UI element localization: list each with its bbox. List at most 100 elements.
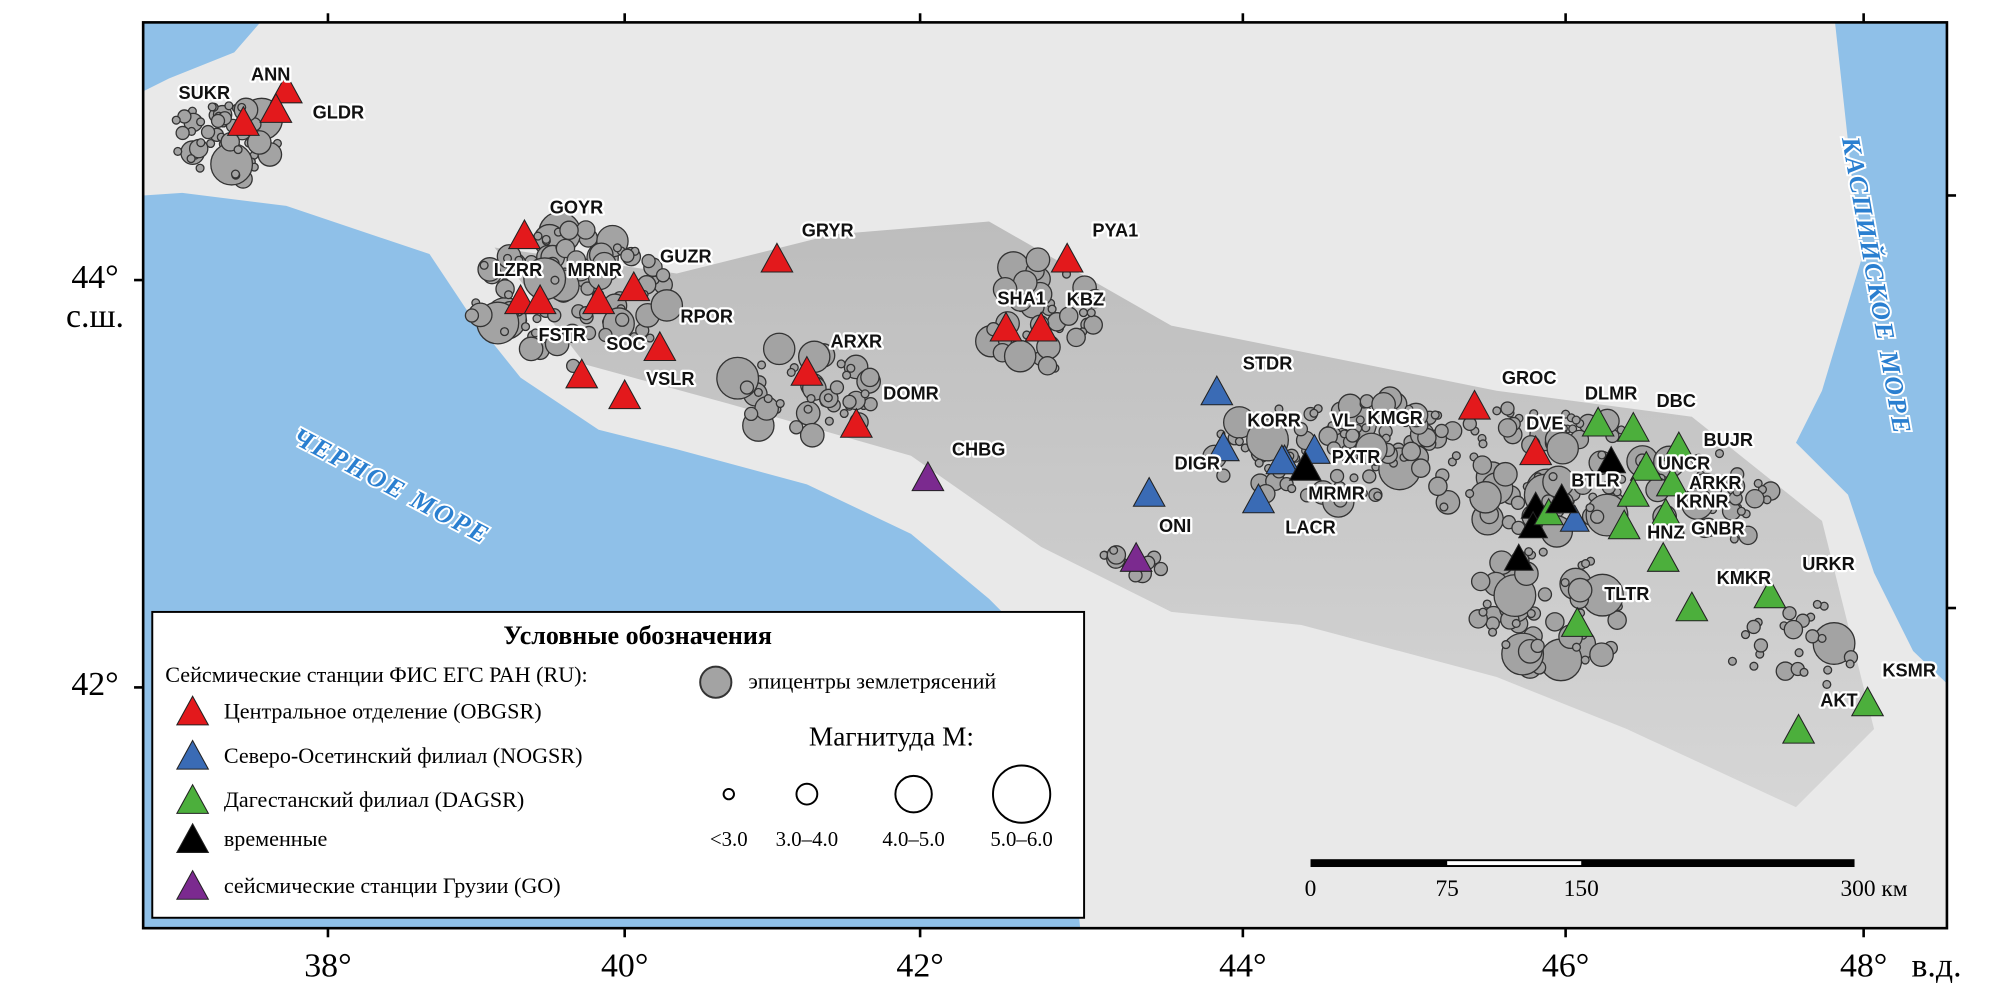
epicenter bbox=[1730, 467, 1745, 482]
station-marker bbox=[1024, 311, 1058, 342]
epicenter bbox=[1399, 410, 1409, 421]
epicenter bbox=[1601, 480, 1617, 495]
epicenter bbox=[620, 248, 635, 263]
epicenter bbox=[1546, 431, 1579, 465]
epicenter bbox=[246, 130, 272, 155]
station-marker bbox=[1662, 430, 1696, 462]
station-marker bbox=[175, 695, 210, 726]
station-marker bbox=[1519, 434, 1553, 466]
epicenter bbox=[846, 363, 856, 373]
station-marker bbox=[1607, 509, 1641, 540]
station-marker bbox=[1119, 541, 1153, 572]
epicenter bbox=[786, 367, 796, 377]
legend-magnitude-label: <3.0 bbox=[710, 827, 748, 851]
epicenter bbox=[1783, 619, 1804, 640]
epicenter bbox=[175, 125, 190, 141]
station-marker bbox=[1200, 375, 1234, 406]
epicenter bbox=[1287, 484, 1297, 494]
stations bbox=[226, 73, 1885, 744]
station-label: MRNR bbox=[567, 260, 622, 280]
station-label: PXTR bbox=[1332, 447, 1381, 467]
epicenter bbox=[1510, 495, 1526, 510]
station-label: KRNR bbox=[1676, 491, 1729, 511]
epicenter bbox=[1345, 428, 1360, 443]
legend-network-label: сейсмические станции Грузии (GO) bbox=[224, 873, 561, 898]
epicenter bbox=[224, 101, 234, 111]
epicenter bbox=[1309, 408, 1319, 418]
epicenter bbox=[612, 243, 622, 253]
epicenter bbox=[1749, 661, 1759, 671]
station-label: PYA1 bbox=[1092, 221, 1138, 241]
epicenter bbox=[1216, 468, 1231, 483]
azov-sea bbox=[143, 22, 261, 92]
station-marker bbox=[1650, 497, 1682, 526]
epicenter bbox=[1714, 448, 1725, 459]
epicenter bbox=[200, 124, 216, 140]
epicenter bbox=[1428, 476, 1448, 497]
epicenter bbox=[1746, 619, 1761, 635]
epicenter bbox=[1358, 488, 1368, 498]
epicenter bbox=[1078, 308, 1089, 318]
station-label: SHA1 bbox=[997, 288, 1046, 308]
epicenter bbox=[186, 154, 196, 164]
station-marker bbox=[760, 242, 794, 273]
station-marker bbox=[790, 355, 824, 386]
epicenter bbox=[520, 322, 531, 332]
station-marker bbox=[1560, 606, 1594, 637]
epicenter bbox=[650, 289, 684, 322]
scale-label: 75 bbox=[1435, 876, 1458, 902]
epicenter bbox=[1439, 502, 1449, 512]
station-marker bbox=[1457, 389, 1492, 420]
legend-magnitude-circle bbox=[894, 774, 933, 814]
epicenter bbox=[233, 145, 243, 155]
epicenter bbox=[1738, 525, 1758, 546]
epicenter bbox=[1362, 469, 1377, 484]
station-marker bbox=[911, 460, 945, 492]
epicenter bbox=[803, 404, 813, 414]
station-marker bbox=[1559, 504, 1590, 532]
station-label: DBC bbox=[1657, 391, 1696, 411]
epicenter bbox=[799, 422, 825, 448]
epicenter bbox=[1548, 472, 1558, 482]
epicenter bbox=[591, 251, 617, 277]
epicenter bbox=[503, 290, 514, 300]
station-marker bbox=[226, 105, 260, 136]
station-label: ARKR bbox=[1689, 473, 1742, 493]
epicenter bbox=[1373, 491, 1383, 501]
epicenter bbox=[1538, 547, 1548, 557]
station-marker bbox=[175, 739, 210, 770]
station-label: ANN bbox=[251, 65, 290, 85]
axes: 38° 40° 42° 44° 46° 48° в.д. 44° 42° с.ш. bbox=[66, 13, 1962, 984]
station-marker bbox=[1265, 444, 1299, 475]
station-label: DVE bbox=[1526, 413, 1563, 433]
epicenter bbox=[1560, 577, 1570, 588]
station-label: STDR bbox=[1243, 353, 1293, 373]
epicenter bbox=[171, 115, 181, 125]
station-marker bbox=[1646, 541, 1680, 572]
station-marker bbox=[989, 311, 1023, 342]
station-label: KMGR bbox=[1367, 408, 1423, 428]
epicenter bbox=[464, 308, 480, 323]
station-label: GRYR bbox=[802, 221, 854, 241]
epicenter bbox=[1371, 391, 1396, 417]
epicenter bbox=[1478, 439, 1488, 449]
epicenter bbox=[1492, 406, 1502, 416]
station-label: DIGR bbox=[1175, 454, 1221, 474]
epicenter bbox=[1109, 545, 1119, 555]
epicenter bbox=[1066, 327, 1086, 348]
station-label: BUJR bbox=[1704, 430, 1754, 450]
lon-label: 42° bbox=[896, 947, 943, 984]
lon-suffix: в.д. bbox=[1911, 947, 1961, 984]
epicenter bbox=[1401, 441, 1422, 462]
epicenter bbox=[842, 394, 857, 410]
epicenter bbox=[1753, 478, 1763, 488]
epicenter bbox=[1451, 451, 1461, 461]
epicenter bbox=[1589, 642, 1614, 668]
epicenter bbox=[1782, 606, 1797, 621]
lon-label: 46° bbox=[1542, 947, 1589, 984]
legend-title: Условные обозначения bbox=[503, 621, 772, 650]
epicenter bbox=[1823, 665, 1833, 675]
legend-network-label: Дагестанский филиал (DAGSR) bbox=[224, 787, 524, 812]
station-marker bbox=[617, 270, 651, 302]
station-marker bbox=[582, 283, 616, 315]
